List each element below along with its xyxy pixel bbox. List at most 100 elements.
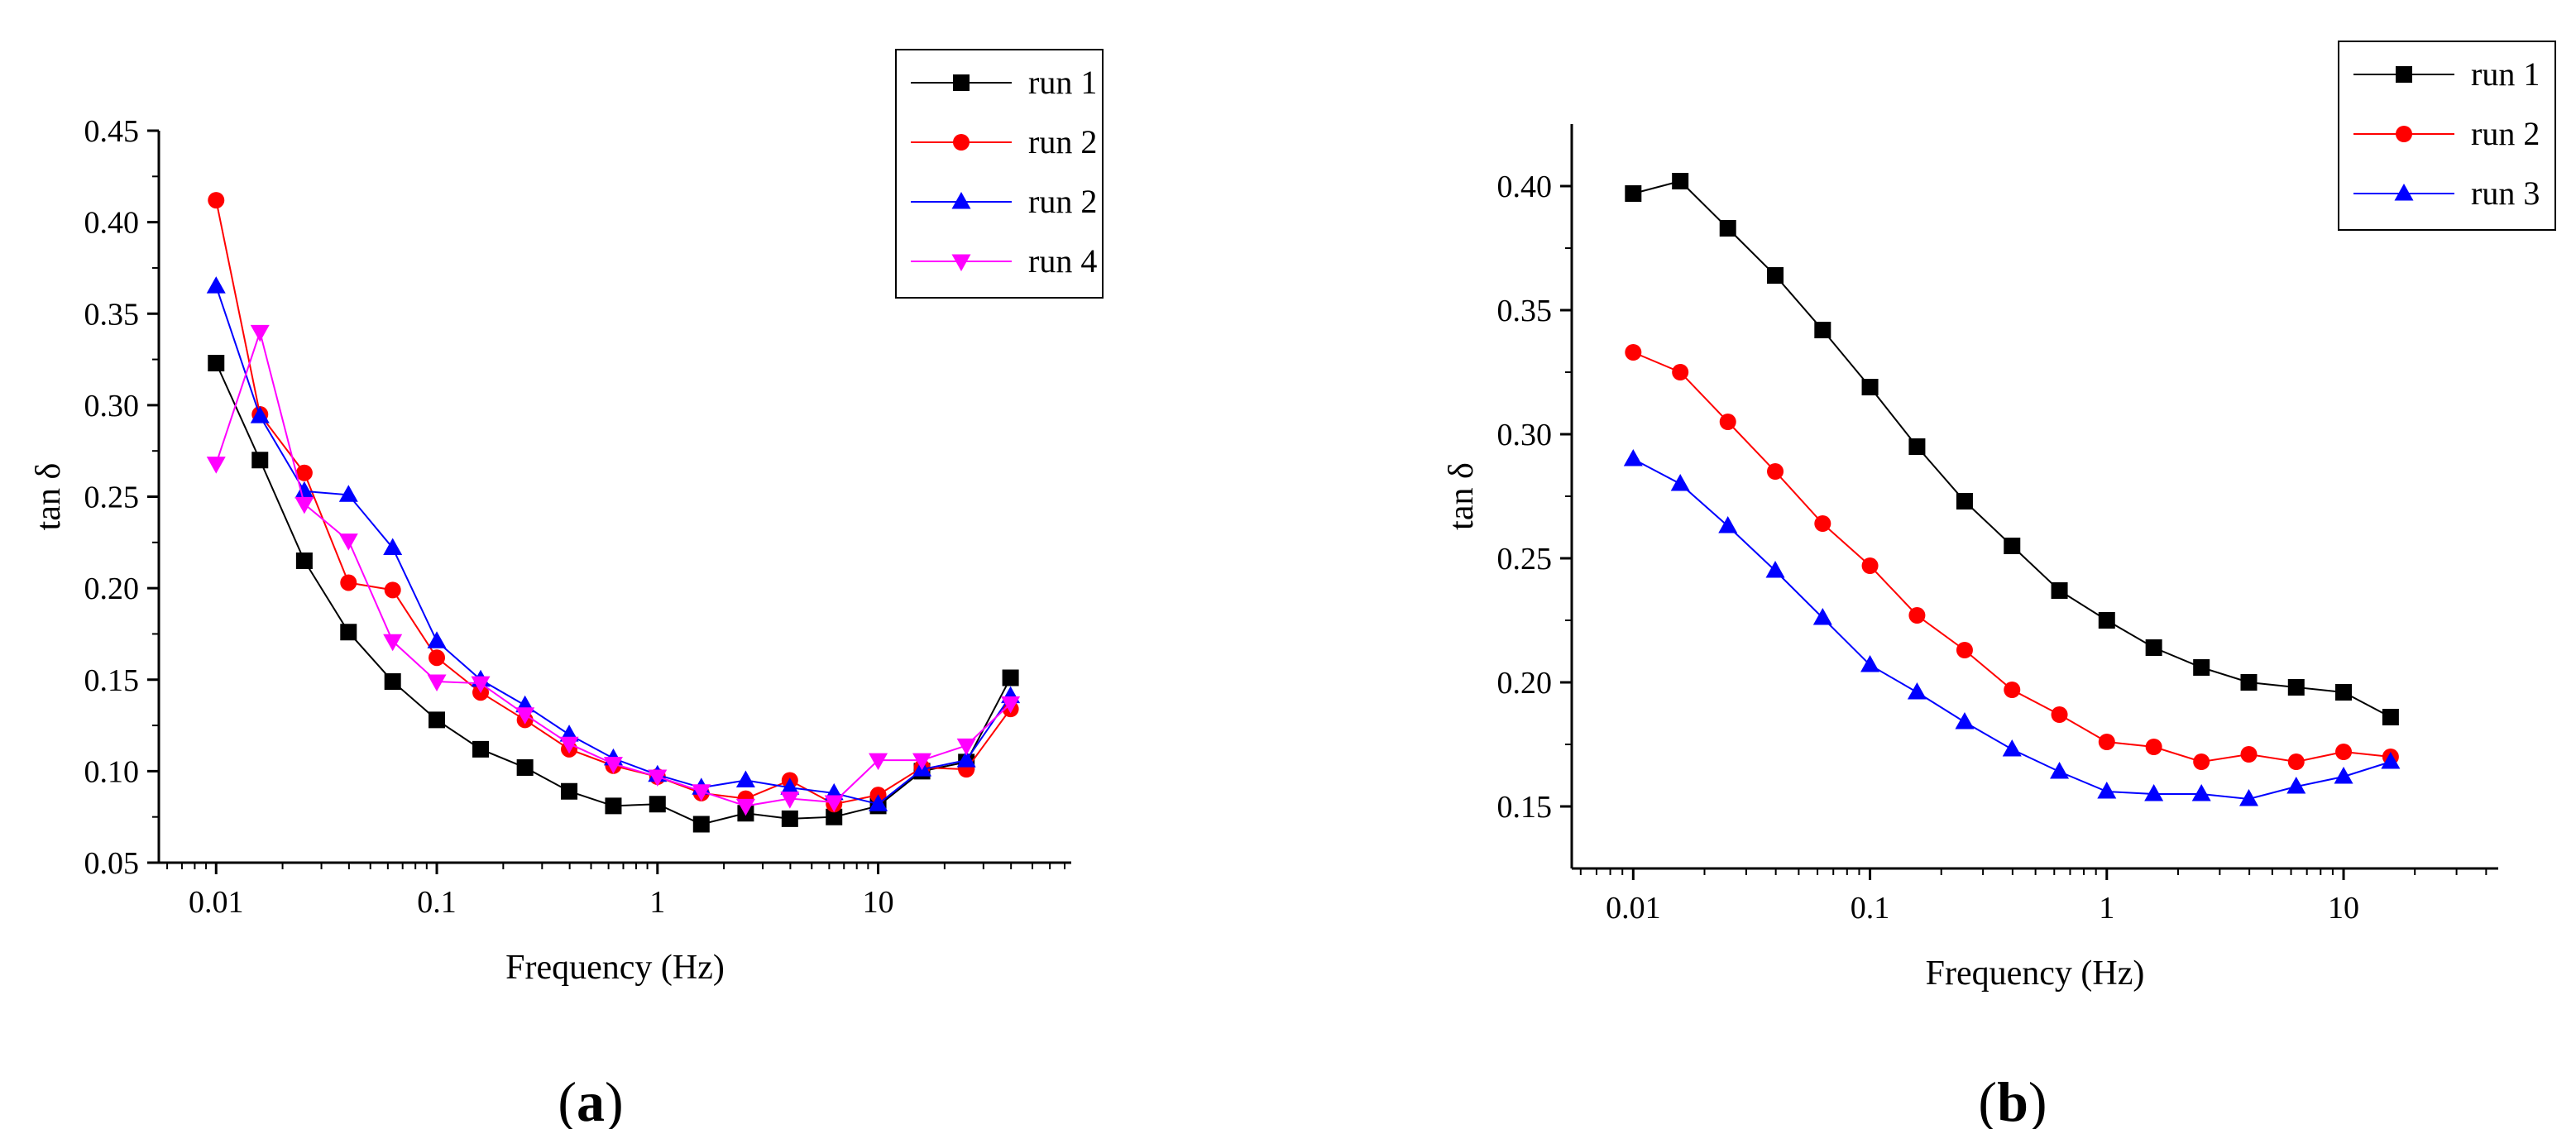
data-point bbox=[869, 794, 888, 811]
data-point bbox=[648, 769, 668, 787]
data-point bbox=[1861, 379, 1879, 395]
legend-label: run 4 bbox=[1028, 242, 1097, 280]
y-tick-label: 0.35 bbox=[84, 297, 140, 332]
data-point bbox=[912, 753, 932, 771]
data-point bbox=[2382, 709, 2399, 725]
series-line bbox=[1633, 179, 2392, 718]
data-point bbox=[1956, 493, 1973, 509]
series-2 bbox=[1625, 344, 2399, 770]
data-point bbox=[735, 770, 755, 787]
data-point bbox=[2097, 782, 2117, 799]
data-point bbox=[2240, 674, 2258, 691]
x-tick-label: 10 bbox=[863, 885, 894, 920]
data-point bbox=[2335, 684, 2353, 701]
data-point bbox=[384, 672, 401, 690]
legend-marker bbox=[953, 74, 970, 91]
data-point bbox=[1672, 173, 1689, 189]
data-point bbox=[1956, 642, 1973, 658]
y-tick-label: 0.20 bbox=[84, 572, 140, 606]
legend: run 1 run 2 run 2 run 4 bbox=[895, 49, 1104, 299]
data-point bbox=[1002, 669, 1019, 686]
y-tick-label: 0.25 bbox=[1497, 542, 1553, 576]
data-point bbox=[384, 581, 401, 599]
data-point bbox=[206, 457, 226, 474]
data-point bbox=[383, 634, 403, 652]
panel-label-letter: b bbox=[1997, 1070, 2028, 1129]
data-point bbox=[956, 750, 976, 768]
data-point bbox=[2287, 679, 2305, 696]
data-point bbox=[2238, 789, 2258, 806]
y-tick-label: 0.15 bbox=[84, 663, 140, 698]
data-point bbox=[2145, 639, 2162, 656]
data-point bbox=[869, 753, 888, 771]
data-point bbox=[780, 777, 800, 795]
y-tick-label: 0.40 bbox=[84, 206, 140, 241]
y-tick-label: 0.35 bbox=[1497, 294, 1553, 328]
data-point bbox=[603, 757, 623, 774]
legend-label: run 1 bbox=[2471, 55, 2540, 93]
data-point bbox=[427, 674, 447, 691]
data-point bbox=[826, 808, 843, 825]
panel-label: (a) bbox=[558, 1070, 623, 1129]
data-point bbox=[1814, 515, 1831, 532]
data-point bbox=[2287, 753, 2305, 770]
y-tick-label: 0.15 bbox=[1497, 790, 1553, 825]
x-tick-label: 1 bbox=[649, 885, 665, 920]
data-point bbox=[472, 740, 490, 758]
data-point bbox=[2191, 784, 2211, 801]
panel-label-close: ) bbox=[2028, 1070, 2047, 1129]
legend-label: run 3 bbox=[2471, 175, 2540, 212]
data-point bbox=[295, 552, 313, 569]
data-point bbox=[1955, 712, 1975, 730]
data-point bbox=[1623, 449, 1643, 466]
data-point bbox=[735, 798, 755, 816]
data-point bbox=[2193, 659, 2210, 676]
data-point bbox=[1861, 557, 1879, 574]
data-point bbox=[383, 538, 403, 555]
y-axis-label: tan δ bbox=[1443, 462, 1481, 530]
x-tick-label: 1 bbox=[2099, 891, 2114, 926]
series-line bbox=[215, 199, 1012, 806]
data-point bbox=[294, 481, 314, 499]
chart-b: 0.15 0.20 0.25 0.30 0.35 0.40 0.01 0.1 1 10 Freque… bbox=[1443, 41, 2556, 1129]
legend-marker bbox=[2396, 126, 2412, 142]
data-point bbox=[1719, 220, 1736, 237]
data-point bbox=[2098, 612, 2115, 629]
data-point bbox=[2240, 746, 2258, 763]
data-point bbox=[1767, 463, 1784, 480]
y-tick-label: 0.10 bbox=[84, 754, 140, 789]
panel-label-open: ( bbox=[558, 1070, 577, 1129]
y-tick-label: 0.05 bbox=[84, 846, 140, 881]
series-line bbox=[215, 285, 1012, 806]
data-point bbox=[1860, 655, 1880, 672]
data-point bbox=[780, 792, 800, 809]
legend-label: run 2 bbox=[1028, 123, 1097, 160]
data-point bbox=[649, 796, 666, 813]
data-point bbox=[692, 816, 710, 833]
data-point bbox=[1625, 344, 1642, 361]
series-4 bbox=[206, 324, 1021, 816]
data-point bbox=[1765, 561, 1785, 578]
data-point bbox=[208, 192, 225, 209]
data-point bbox=[516, 758, 534, 776]
legend-marker bbox=[2394, 184, 2414, 201]
data-point bbox=[1001, 696, 1021, 714]
data-point bbox=[824, 795, 844, 812]
data-point bbox=[2381, 752, 2401, 769]
data-point bbox=[1812, 608, 1832, 625]
data-point bbox=[2098, 734, 2115, 750]
data-point bbox=[2286, 777, 2306, 794]
data-point bbox=[429, 711, 446, 729]
panel-label-letter: a bbox=[577, 1070, 605, 1129]
data-point bbox=[338, 533, 358, 551]
data-point bbox=[2050, 762, 2070, 779]
series-3 bbox=[206, 276, 1021, 811]
panel-label: (b) bbox=[1978, 1070, 2047, 1129]
data-point bbox=[2145, 739, 2162, 755]
x-tick-label: 0.01 bbox=[189, 885, 244, 920]
data-point bbox=[1670, 474, 1690, 491]
legend-box bbox=[2338, 41, 2556, 231]
data-point bbox=[2002, 739, 2022, 757]
data-point bbox=[781, 810, 798, 827]
x-tick-label: 0.1 bbox=[1851, 891, 1890, 926]
